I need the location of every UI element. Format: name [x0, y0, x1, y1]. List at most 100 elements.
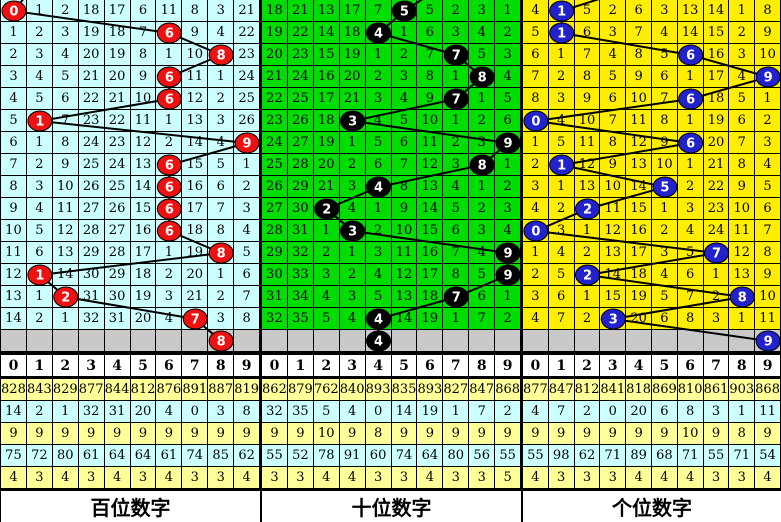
- miss-cell: 22: [234, 22, 261, 44]
- miss-cell: 14: [600, 264, 627, 286]
- miss-cell: 6: [391, 132, 418, 154]
- stats-cell: 1: [443, 401, 470, 423]
- miss-cell: 22: [78, 88, 105, 110]
- stats-cell: 4: [339, 401, 366, 423]
- miss-cell: 2: [600, 0, 627, 22]
- miss-cell: 8: [182, 0, 209, 22]
- miss-cell: 6: [574, 22, 601, 44]
- miss-cell: 6: [626, 0, 652, 22]
- drawn-cell: [182, 308, 209, 330]
- miss-cell: 3: [469, 132, 496, 154]
- miss-cell: 5: [26, 220, 53, 242]
- miss-cell: 28: [287, 154, 314, 176]
- stats-cell: 89: [626, 445, 652, 467]
- miss-cell: 4: [651, 22, 678, 44]
- stats-cell: 879: [287, 379, 314, 401]
- miss-cell: 18: [262, 0, 288, 22]
- digit-header-cell: 8: [729, 355, 756, 377]
- miss-cell: 10: [600, 176, 627, 198]
- digit-header-cell: 8: [208, 355, 235, 377]
- miss-cell: 1: [495, 0, 522, 22]
- pending-cell: [156, 330, 183, 352]
- stats-cell: 9: [78, 423, 105, 445]
- stats-cell: 5: [495, 467, 522, 489]
- miss-cell: 19: [104, 44, 131, 66]
- miss-cell: 7: [443, 242, 470, 264]
- miss-cell: 6: [729, 110, 756, 132]
- digit-header-cell: 5: [651, 355, 678, 377]
- miss-cell: 10: [651, 154, 678, 176]
- miss-cell: 8: [52, 132, 79, 154]
- grid-row: 21 24 16 20 2 3 8 1 4: [262, 66, 522, 88]
- miss-cell: 1: [495, 154, 522, 176]
- stats-row: 4 7 2 0 20 6 8 3 1 11: [523, 401, 781, 423]
- miss-cell: 4: [365, 264, 392, 286]
- miss-cell: 1: [26, 286, 53, 308]
- miss-cell: 5: [574, 0, 601, 22]
- drawn-cell: [339, 220, 366, 242]
- miss-cell: 9: [755, 264, 781, 286]
- stats-cell: 869: [651, 379, 678, 401]
- miss-cell: 31: [104, 308, 131, 330]
- miss-cell: 21: [703, 154, 730, 176]
- grid-row: 32 35 5 4 14 19 1 7 2: [262, 308, 522, 330]
- stats-row: 828 843 829 877 844 812 876 891 887 819: [1, 379, 261, 401]
- stats-cell: 3: [469, 467, 496, 489]
- pending-cell: [729, 330, 756, 352]
- stats-cell: 2: [574, 401, 601, 423]
- miss-cell: 6: [755, 198, 781, 220]
- digit-header-cell: 6: [677, 355, 704, 377]
- panel-title-hundreds: 百位数字: [1, 489, 260, 522]
- grid-row: 1 4 2 13 17 3 5 12 8: [523, 242, 781, 264]
- drawn-cell: [469, 154, 496, 176]
- stats-row: 55 98 62 71 89 68 71 55 71 54: [523, 445, 781, 467]
- stats-cell: 903: [729, 379, 756, 401]
- stats-cell: 71: [600, 445, 627, 467]
- pending-cell: [262, 330, 288, 352]
- grid-row: 8 3 9 6 10 7 18 5 1: [523, 88, 781, 110]
- miss-cell: 9: [729, 176, 756, 198]
- pending-cell: [651, 330, 678, 352]
- miss-cell: 26: [287, 110, 314, 132]
- miss-cell: 1: [574, 286, 601, 308]
- miss-cell: 2: [703, 286, 730, 308]
- miss-cell: 19: [703, 110, 730, 132]
- miss-cell: 28: [104, 242, 131, 264]
- stats-cell: 4: [1, 467, 27, 489]
- pending-cell: [495, 330, 522, 352]
- stats-cell: 847: [548, 379, 575, 401]
- stats-cell: 3: [600, 467, 627, 489]
- grid-row: 11 6 13 29 28 17 1 19 5: [1, 242, 261, 264]
- grid-row: 3 1 13 10 14 2 22 9 5: [523, 176, 781, 198]
- miss-cell: 1: [548, 176, 575, 198]
- miss-cell: 3: [469, 0, 496, 22]
- pending-cell: [417, 330, 444, 352]
- stats-cell: 35: [287, 401, 314, 423]
- miss-cell: 26: [78, 176, 105, 198]
- stats-cell: 55: [262, 445, 288, 467]
- drawn-cell: [156, 220, 183, 242]
- pending-cell: [182, 330, 209, 352]
- miss-cell: 3: [156, 286, 183, 308]
- grid-row: 7 2 9 25 24 13 15 5 1: [1, 154, 261, 176]
- miss-cell: 27: [262, 198, 288, 220]
- miss-cell: 13: [677, 0, 704, 22]
- digit-header-cell: 5: [391, 355, 418, 377]
- divider: [1, 377, 260, 379]
- pending-cell: [287, 330, 314, 352]
- stats-cell: 9: [156, 423, 183, 445]
- digit-header-cell: 5: [130, 355, 157, 377]
- miss-cell: 30: [262, 264, 288, 286]
- pending-cell: [52, 330, 79, 352]
- stats-cell: 835: [391, 379, 418, 401]
- miss-cell: 21: [262, 66, 288, 88]
- miss-cell: 6: [548, 286, 575, 308]
- miss-cell: 27: [104, 220, 131, 242]
- miss-cell: 2: [729, 22, 756, 44]
- miss-cell: 26: [104, 198, 131, 220]
- grid-row: 5 7 23 22 11 1 13 3 26: [1, 110, 261, 132]
- stats-cell: 60: [365, 445, 392, 467]
- miss-cell: 23: [262, 110, 288, 132]
- grid-row: 1 2 3 19 18 7 9 4 22: [1, 22, 261, 44]
- miss-cell: 20: [313, 154, 340, 176]
